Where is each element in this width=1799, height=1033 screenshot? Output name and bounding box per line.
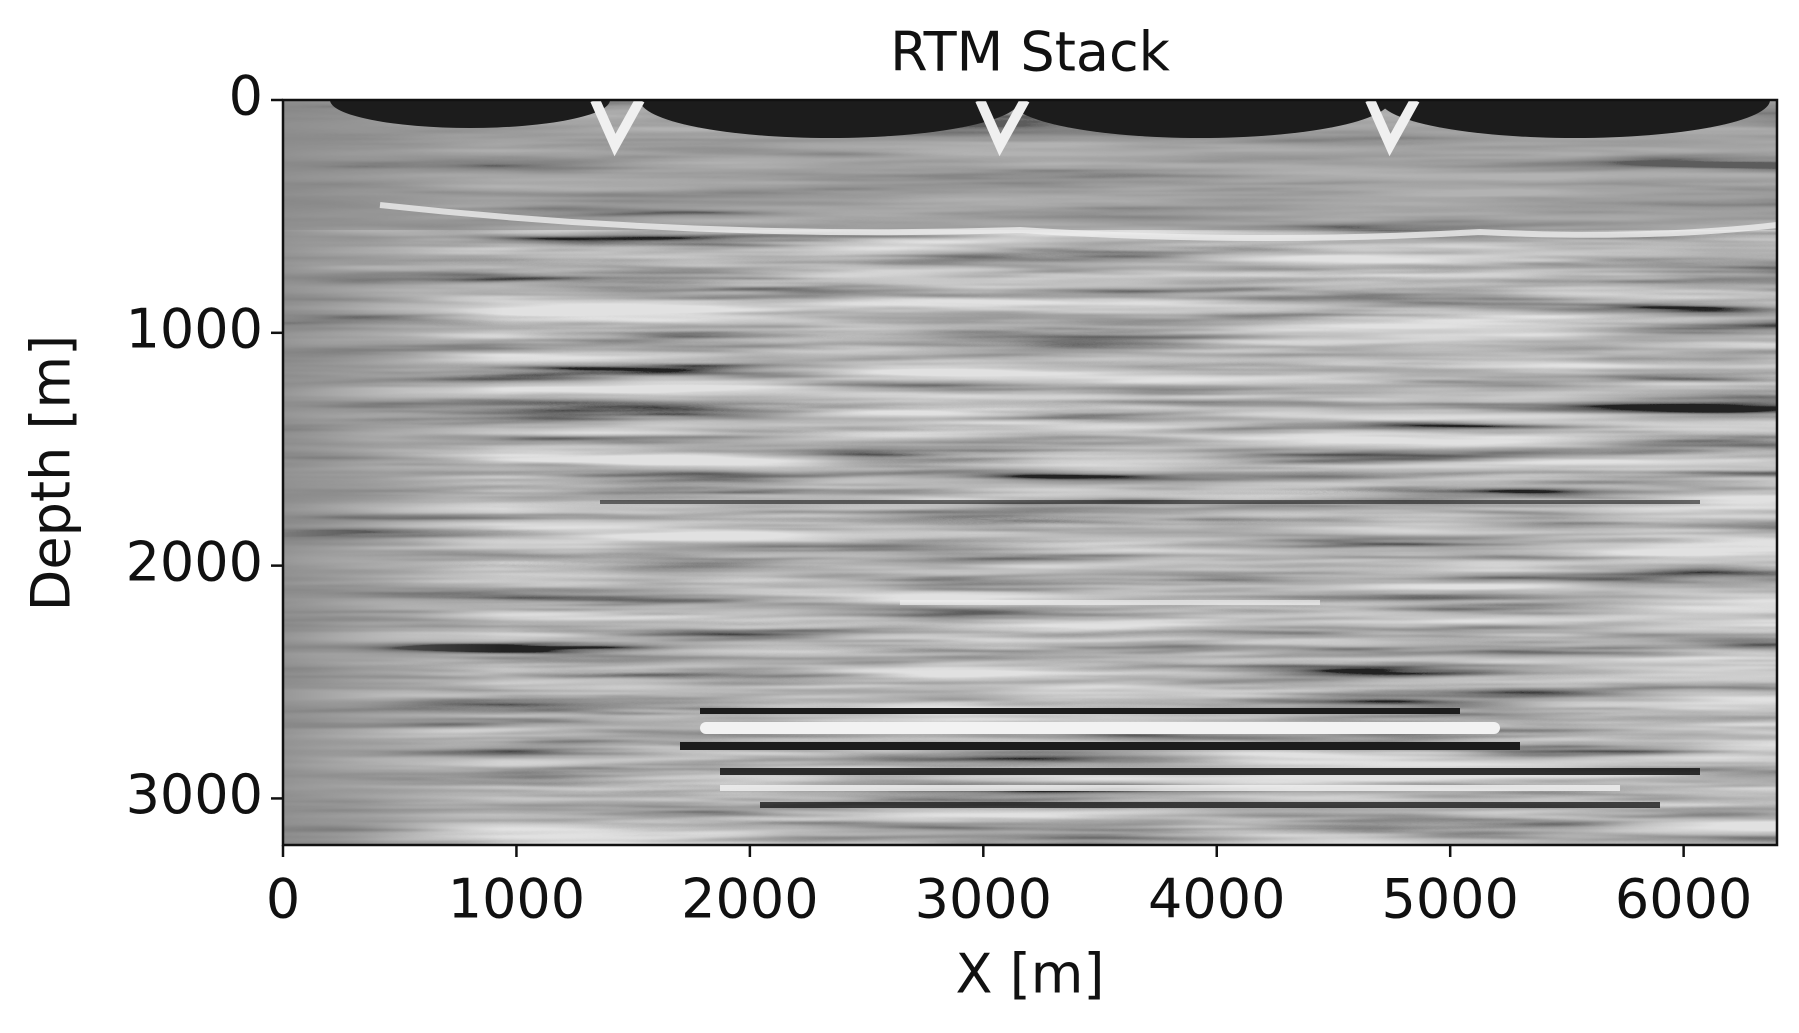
x-axis-label: X [m] xyxy=(956,943,1105,1006)
y-axis-label: Depth [m] xyxy=(20,335,83,611)
y-tick-label: 0 xyxy=(229,65,263,128)
x-tick-label: 5000 xyxy=(1381,868,1518,931)
plot-frame xyxy=(281,98,1779,847)
y-tick-label: 3000 xyxy=(126,763,263,826)
y-tick-label: 2000 xyxy=(126,530,263,593)
x-tick-label: 1000 xyxy=(448,868,585,931)
chart-title: RTM Stack xyxy=(890,21,1171,84)
axes xyxy=(281,98,1779,847)
seismic-image xyxy=(283,100,1777,845)
x-tick-label: 2000 xyxy=(681,868,818,931)
x-tick-label: 6000 xyxy=(1615,868,1752,931)
x-tick-label: 4000 xyxy=(1148,868,1285,931)
y-tick-label: 1000 xyxy=(126,297,263,360)
x-tick-label: 0 xyxy=(266,868,300,931)
x-tick-label: 3000 xyxy=(915,868,1052,931)
